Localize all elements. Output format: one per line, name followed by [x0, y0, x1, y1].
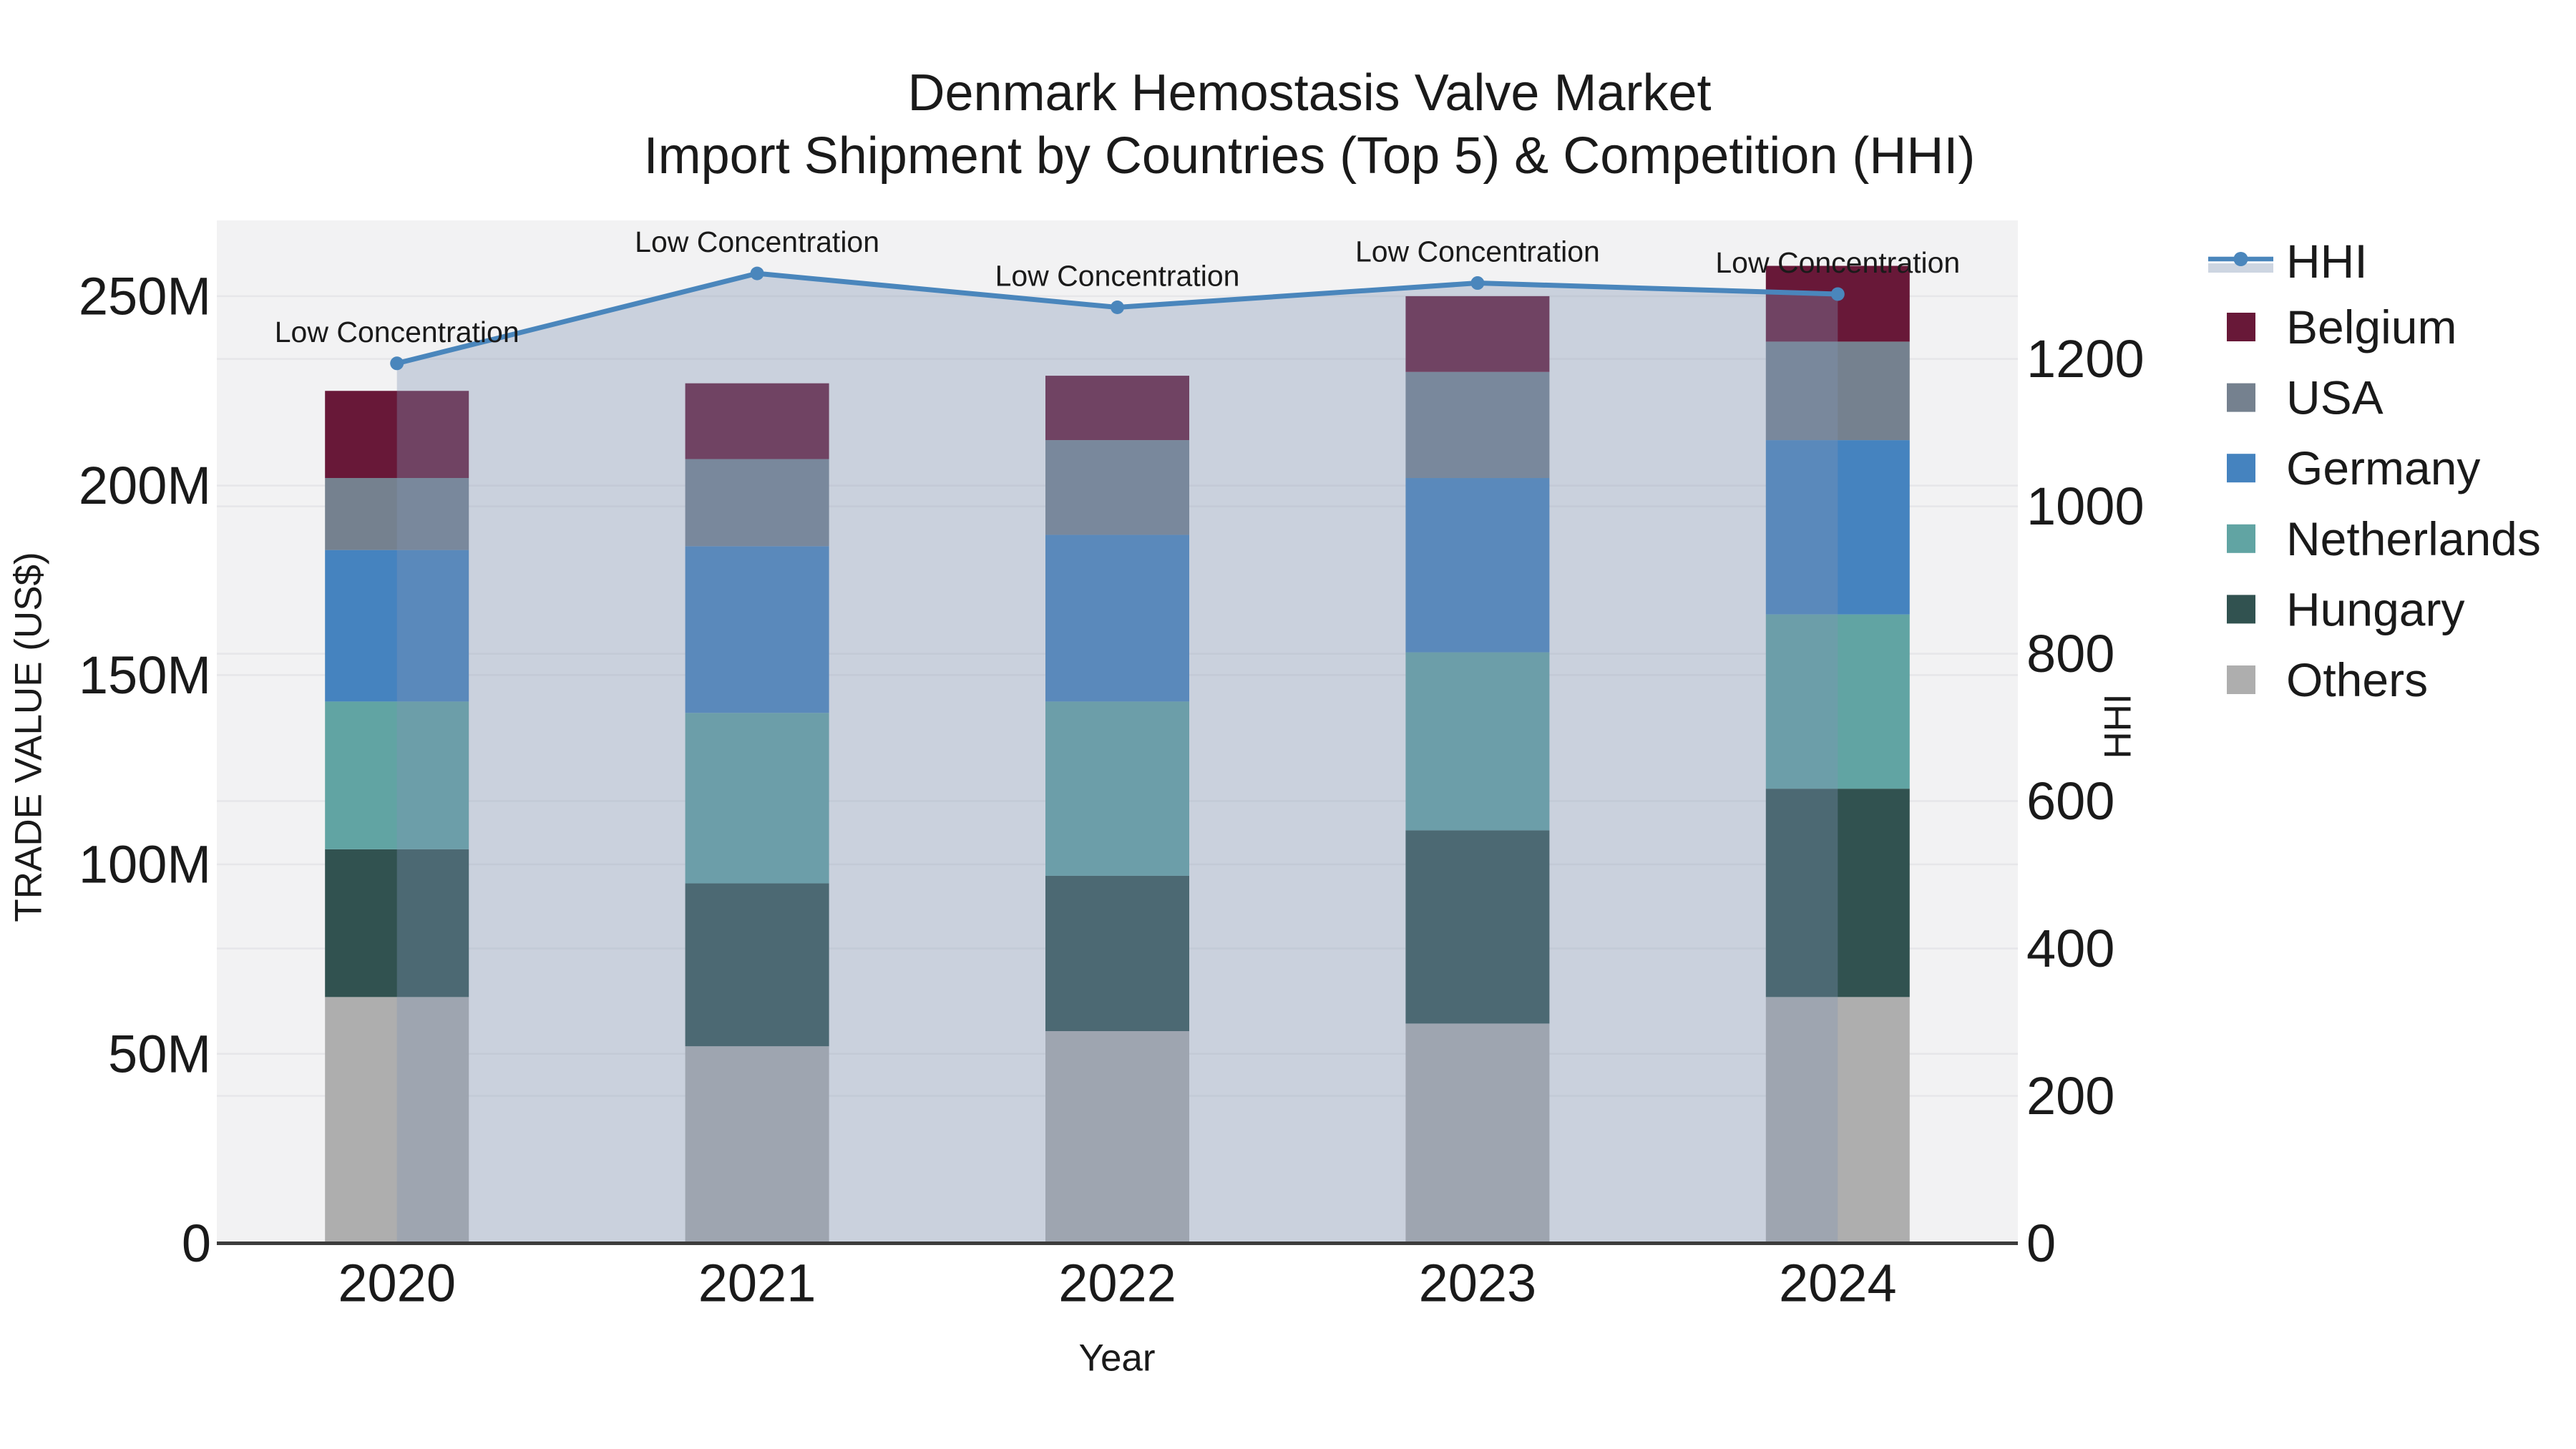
chart-title-line1: Denmark Hemostasis Valve Market [908, 64, 1712, 122]
legend-swatch-belgium [2227, 313, 2255, 341]
y-left-tick-label-0: 0 [182, 1214, 211, 1273]
x-tick-label-2023: 2023 [1419, 1254, 1537, 1313]
legend-label-belgium: Belgium [2286, 301, 2457, 353]
legend-label-germany: Germany [2286, 441, 2480, 494]
legend-label-hungary: Hungary [2286, 582, 2464, 635]
hhi-line-layer [390, 266, 1845, 371]
y-left-tick-label-150M: 150M [79, 645, 211, 705]
x-axis-label: Year [1078, 1337, 1155, 1380]
annotations: Low Concentration Low Concentration Low Co… [275, 225, 1960, 348]
bar-segment-belgium-2021 [685, 383, 829, 459]
bar-segment-hungary-2024 [1765, 789, 1910, 997]
bar-segment-others-2021 [685, 1046, 829, 1244]
tick-labels: 0 50M 100M 150M 200M 250M 0 200 400 600 800 1000 120… [79, 266, 2145, 1312]
bar-segment-usa-2023 [1405, 371, 1550, 479]
x-tick-label-2024: 2024 [1779, 1254, 1897, 1313]
annotation-2021: Low Concentration [635, 225, 879, 258]
x-tick-label-2020: 2020 [338, 1254, 456, 1313]
y-right-tick-label-400: 400 [2026, 919, 2114, 978]
bar-segment-germany-2024 [1765, 440, 1910, 615]
bar-segment-others-2020 [325, 997, 469, 1244]
y-right-tick-label-1200: 1200 [2026, 329, 2145, 389]
bar-segment-hungary-2020 [325, 849, 469, 997]
y-right-tick-label-200: 200 [2026, 1066, 2114, 1126]
hhi-area-fill-layer [396, 273, 1838, 1244]
bar-segment-germany-2021 [685, 546, 829, 713]
bar-segment-belgium-2023 [1405, 296, 1550, 372]
legend-label-hhi: HHI [2286, 235, 2368, 288]
bar-segment-netherlands-2024 [1765, 614, 1910, 789]
bar-segment-others-2022 [1045, 1031, 1189, 1244]
legend-swatch-hungary [2227, 595, 2255, 624]
annotation-2020: Low Concentration [275, 316, 519, 348]
bar-segment-others-2024 [1765, 997, 1910, 1244]
y-right-tick-label-0: 0 [2026, 1214, 2056, 1273]
bar-segment-usa-2024 [1765, 341, 1910, 441]
hhi-area-fill [396, 273, 1838, 1244]
bar-segment-germany-2020 [325, 550, 469, 702]
bar-segment-hungary-2021 [685, 883, 829, 1047]
legend-hhi-fill-band [2208, 263, 2273, 273]
legend-swatch-usa [2227, 383, 2255, 412]
y-left-axis-label: TRADE VALUE (US$) [8, 552, 50, 922]
bar-segment-belgium-2022 [1045, 376, 1189, 441]
hhi-marker-2021 [750, 266, 764, 280]
legend-swatch-netherlands [2227, 524, 2255, 553]
bar-segment-belgium-2020 [325, 391, 469, 479]
hhi-marker-2023 [1470, 276, 1485, 291]
hhi-marker-2020 [390, 356, 404, 371]
legend-swatch-others [2227, 665, 2255, 694]
annotation-2022: Low Concentration [995, 260, 1240, 293]
bar-segment-usa-2022 [1045, 440, 1189, 535]
y-left-tick-label-250M: 250M [79, 266, 211, 326]
y-right-tick-label-800: 800 [2026, 624, 2114, 683]
y-right-axis-label: HHI [2097, 693, 2140, 758]
bar-segment-germany-2023 [1405, 478, 1550, 653]
bar-segment-usa-2020 [325, 478, 469, 550]
legend-label-netherlands: Netherlands [2286, 512, 2541, 565]
bar-segment-netherlands-2023 [1405, 652, 1550, 831]
bar-segment-netherlands-2021 [685, 713, 829, 884]
bar-segment-belgium-2024 [1765, 265, 1910, 342]
legend-label-usa: USA [2286, 371, 2384, 424]
bar-segment-usa-2021 [685, 459, 829, 547]
bar-segment-hungary-2022 [1045, 875, 1189, 1032]
legend-swatch-germany [2227, 454, 2255, 483]
x-tick-label-2022: 2022 [1058, 1254, 1176, 1313]
annotation-2023: Low Concentration [1355, 235, 1600, 268]
legend-label-others: Others [2286, 653, 2428, 706]
stacked-bars [325, 265, 1910, 1244]
y-right-tick-label-600: 600 [2026, 771, 2114, 831]
annotation-2024: Low Concentration [1715, 246, 1960, 279]
hhi-marker-2022 [1111, 301, 1124, 315]
chart-title-line2: Import Shipment by Countries (Top 5) & C… [644, 127, 1976, 185]
bar-segment-netherlands-2022 [1045, 701, 1189, 876]
legend-hhi-marker [2233, 252, 2248, 266]
bar-segment-germany-2022 [1045, 535, 1189, 702]
y-left-tick-label-200M: 200M [79, 456, 211, 515]
legend: HHI Belgium USA Germany Netherlands Hungary Ot… [2208, 235, 2541, 706]
y-left-tick-label-50M: 50M [108, 1024, 211, 1083]
bar-segment-netherlands-2020 [325, 701, 469, 849]
y-right-tick-label-1000: 1000 [2026, 477, 2145, 536]
bar-segment-hungary-2023 [1405, 830, 1550, 1024]
y-left-tick-label-100M: 100M [79, 835, 211, 894]
bar-segment-others-2023 [1405, 1023, 1550, 1244]
x-tick-label-2021: 2021 [698, 1254, 816, 1313]
hhi-marker-2024 [1830, 287, 1845, 301]
